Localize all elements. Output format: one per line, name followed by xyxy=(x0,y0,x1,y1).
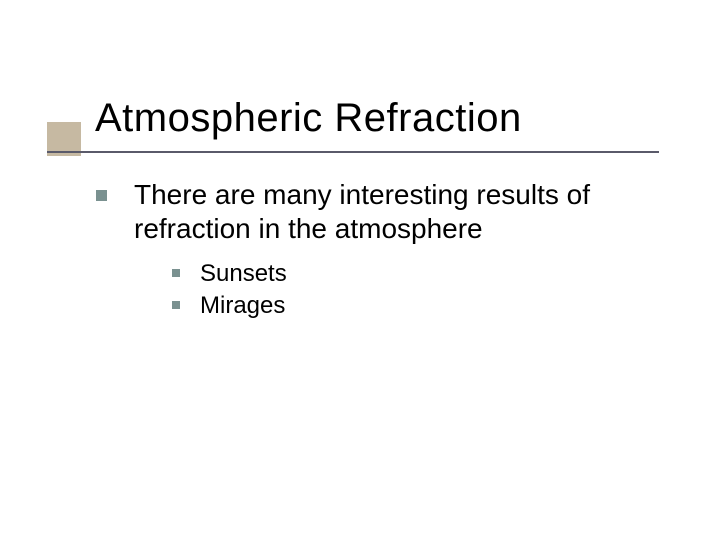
square-bullet-icon xyxy=(96,190,107,201)
slide-title: Atmospheric Refraction xyxy=(95,96,522,141)
body-block: There are many interesting results of re… xyxy=(96,178,660,321)
sub-point-text: Mirages xyxy=(200,292,285,319)
square-bullet-icon xyxy=(172,269,180,277)
sub-bullet-group: Sunsets Mirages xyxy=(172,258,660,320)
main-point-text: There are many interesting results of re… xyxy=(134,179,590,244)
sub-point-text: Sunsets xyxy=(200,260,287,287)
square-bullet-icon xyxy=(172,301,180,309)
bullet-level2: Mirages xyxy=(172,290,660,321)
slide: Atmospheric Refraction There are many in… xyxy=(0,0,720,540)
bullet-level1: There are many interesting results of re… xyxy=(96,178,660,246)
bullet-level2: Sunsets xyxy=(172,258,660,289)
title-underline xyxy=(47,151,659,153)
